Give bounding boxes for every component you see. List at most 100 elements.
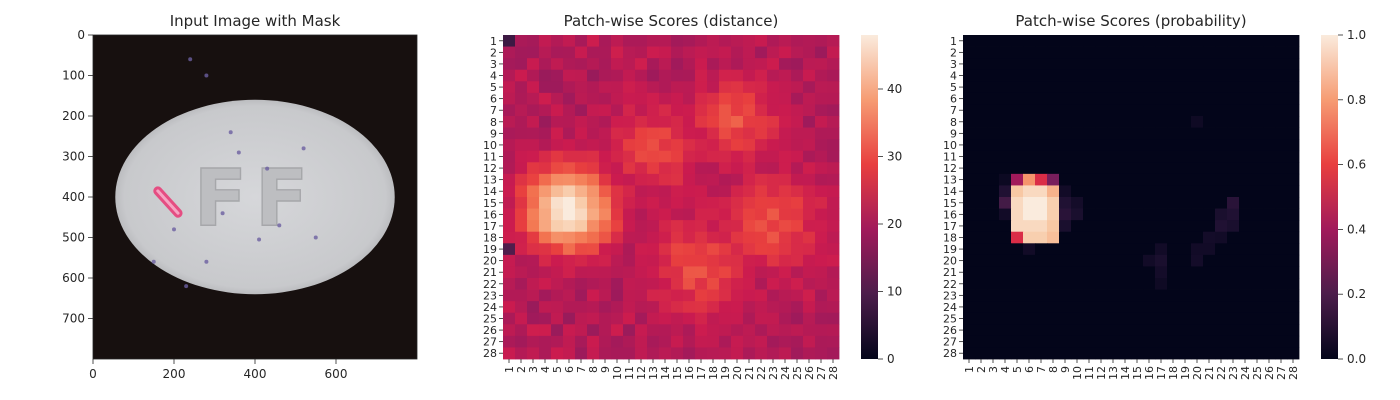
distance-cell	[827, 46, 840, 59]
distance-cell	[803, 289, 816, 302]
probability-cell	[987, 127, 1000, 140]
probability-cell	[1227, 185, 1240, 198]
distance-cell	[563, 116, 576, 128]
probability-cell	[1239, 104, 1252, 117]
distance-cell	[659, 127, 672, 140]
probability-cell	[1287, 116, 1300, 128]
distance-cell	[719, 35, 732, 47]
probability-cell	[1179, 46, 1192, 59]
distance-cell	[755, 220, 768, 233]
probability-cell	[1203, 266, 1216, 279]
probability-cell	[1239, 116, 1252, 128]
probability-cell	[1071, 254, 1084, 267]
probability-cell	[1119, 173, 1132, 186]
probability-cell	[1011, 208, 1024, 221]
distance-cell	[599, 278, 612, 290]
probability-cell	[1023, 289, 1036, 302]
distance-cell	[599, 220, 612, 233]
distance-cell	[611, 116, 624, 128]
distance-cell	[743, 289, 756, 302]
probability-cell	[1203, 197, 1216, 209]
distance-cell	[587, 335, 600, 348]
probability-cell	[1143, 289, 1156, 302]
probability-x-tick-label: 2	[975, 366, 988, 373]
probability-cell	[987, 69, 1000, 82]
probability-cell	[1047, 104, 1060, 117]
distance-cell	[551, 58, 564, 71]
distance-cell	[563, 150, 576, 163]
probability-cell	[1191, 162, 1204, 175]
distance-cell	[527, 347, 540, 360]
distance-cell	[815, 104, 828, 117]
distance-cell	[755, 162, 768, 175]
distance-cell	[779, 220, 792, 233]
probability-cell	[1023, 208, 1036, 221]
distance-cell	[779, 243, 792, 256]
distance-cell	[635, 150, 648, 163]
distance-cell	[587, 58, 600, 71]
distance-cell	[527, 335, 540, 348]
probability-cell	[999, 231, 1012, 244]
probability-cell	[1143, 127, 1156, 140]
probability-cell	[1011, 127, 1024, 140]
probability-cell	[987, 312, 1000, 325]
distance-cell	[647, 347, 660, 360]
distance-cell	[755, 69, 768, 82]
probability-cell	[1203, 185, 1216, 198]
probability-cell	[1155, 58, 1168, 71]
distance-cell	[527, 173, 540, 186]
probability-cell	[1263, 162, 1276, 175]
distance-cell	[599, 35, 612, 47]
probability-cell	[1179, 116, 1192, 128]
distance-cell	[659, 150, 672, 163]
distance-cell	[599, 301, 612, 314]
probability-cell	[1227, 324, 1240, 337]
distance-cell	[719, 162, 732, 175]
distance-cell	[671, 231, 684, 244]
distance-cell	[755, 150, 768, 163]
distance-cell	[803, 173, 816, 186]
probability-cell	[999, 104, 1012, 117]
distance-cell	[803, 185, 816, 198]
distance-cell	[635, 231, 648, 244]
probability-cell	[1215, 220, 1228, 233]
distance-cell	[719, 266, 732, 279]
distance-y-tick-label: 28	[483, 347, 497, 360]
probability-cell	[1107, 347, 1120, 360]
distance-cell	[563, 69, 576, 82]
probability-cells	[963, 35, 1300, 360]
probability-cell	[1215, 104, 1228, 117]
distance-x-tick-label: 24	[779, 366, 792, 380]
distance-cell	[743, 58, 756, 71]
probability-cell	[975, 335, 988, 348]
probability-cell	[1167, 150, 1180, 163]
probability-cell	[1023, 266, 1036, 279]
probability-cell	[1023, 150, 1036, 163]
probability-cell	[1107, 254, 1120, 267]
probability-cell	[1035, 301, 1048, 314]
distance-cell	[779, 139, 792, 152]
probability-cell	[963, 347, 976, 360]
probability-cell	[1131, 243, 1144, 256]
distance-cell	[587, 46, 600, 59]
probability-cell	[1143, 116, 1156, 128]
probability-cell	[999, 58, 1012, 71]
distance-cell	[587, 231, 600, 244]
probability-cell	[963, 58, 976, 71]
distance-cell	[707, 266, 720, 279]
distance-cell	[695, 116, 708, 128]
probability-cell	[999, 347, 1012, 360]
probability-cell	[1047, 81, 1060, 94]
distance-cell	[539, 69, 552, 82]
distance-cell	[647, 266, 660, 279]
input-image: FF	[93, 35, 417, 359]
distance-cell	[803, 220, 816, 233]
probability-cell	[987, 46, 1000, 59]
distance-cell	[515, 335, 528, 348]
distance-cell	[539, 243, 552, 256]
probability-cell	[1239, 231, 1252, 244]
probability-cell	[1275, 231, 1288, 244]
probability-cell	[1107, 266, 1120, 279]
probability-cell	[1215, 266, 1228, 279]
distance-cell	[803, 197, 816, 209]
